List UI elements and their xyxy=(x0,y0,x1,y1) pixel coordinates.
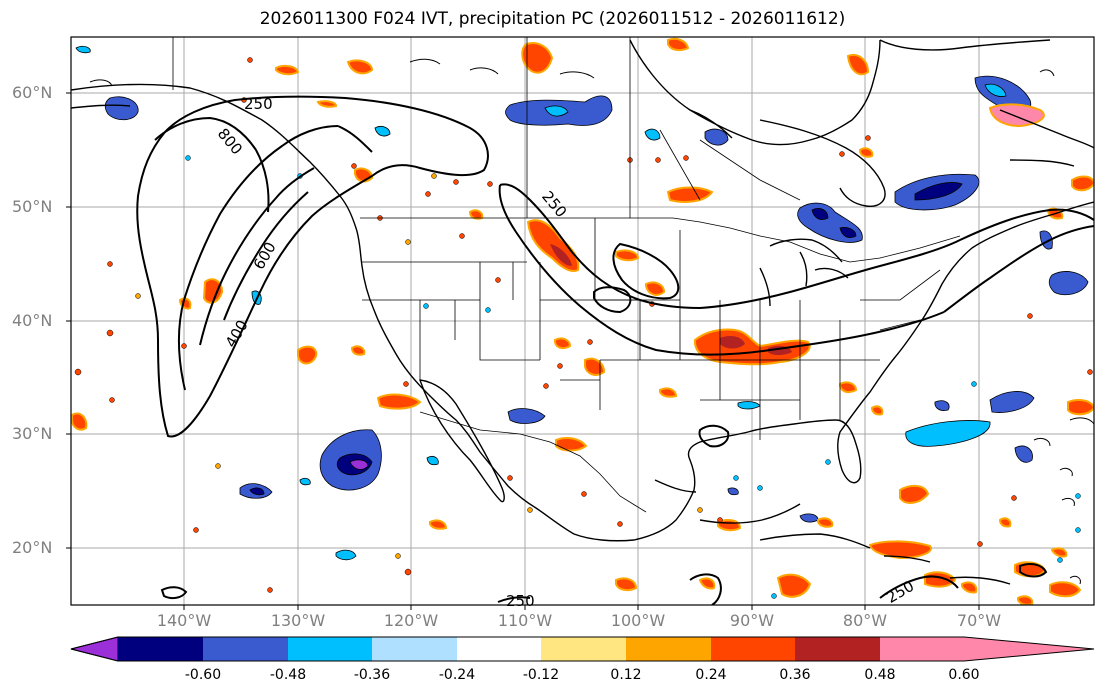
ivt-contours xyxy=(136,95,1094,605)
colorbar-tick-label: -0.48 xyxy=(269,667,307,683)
longitude-label: 70°W xyxy=(956,611,1002,630)
colorbar-tick-label: -0.12 xyxy=(522,667,560,683)
colorbar-tick-label: 0.12 xyxy=(610,667,642,683)
latitude-label: 20°N xyxy=(12,538,53,557)
colorbar-bin xyxy=(288,637,372,661)
colorbar-bin xyxy=(118,637,203,661)
longitude-label: 130°W xyxy=(270,611,326,630)
colorbar-bin xyxy=(880,637,964,661)
longitude-label: 110°W xyxy=(497,611,553,630)
longitude-label: 90°W xyxy=(729,611,775,630)
colorbar-high-extension xyxy=(964,637,1094,661)
island-outlines xyxy=(89,58,1094,585)
colorbar-bin xyxy=(457,637,541,661)
colorbar-tick-label: -0.36 xyxy=(353,667,391,683)
colorbar xyxy=(70,636,1095,662)
latitude-label: 50°N xyxy=(12,197,53,216)
colorbar-low-extension xyxy=(70,636,119,662)
map-title: 2026011300 F024 IVT, precipitation PC (2… xyxy=(259,9,846,29)
longitude-label: 120°W xyxy=(383,611,439,630)
colorbar-tick-label: 0.48 xyxy=(864,667,896,683)
political-borders xyxy=(172,37,961,513)
colorbar-tick-label: 0.24 xyxy=(695,667,727,683)
colorbar-tick-label: -0.24 xyxy=(438,667,476,683)
longitude-label: 140°W xyxy=(156,611,212,630)
latitude-label: 40°N xyxy=(12,311,53,330)
axis-ticks xyxy=(66,92,980,610)
colorbar-bin xyxy=(203,637,288,661)
colorbar-bin xyxy=(711,637,795,661)
longitude-label: 80°W xyxy=(842,611,888,630)
colorbar-bin xyxy=(372,637,457,661)
colorbar-tick-label: 0.60 xyxy=(948,667,980,683)
graticule xyxy=(71,37,1094,605)
colorbar-tick-label: -0.60 xyxy=(184,667,222,683)
contour-label: 250 xyxy=(506,592,535,610)
negative-precip-areas xyxy=(75,45,1089,561)
colorbar-tick-label: 0.36 xyxy=(779,667,811,683)
positive-precip-areas xyxy=(71,37,1094,605)
colorbar-bin xyxy=(541,637,626,661)
coastlines xyxy=(71,39,1094,585)
colorbar-bin xyxy=(626,637,711,661)
colorbar-bin xyxy=(795,637,880,661)
longitude-label: 100°W xyxy=(610,611,666,630)
latitude-label: 60°N xyxy=(12,83,53,102)
latitude-label: 30°N xyxy=(12,424,53,443)
contour-label: 250 xyxy=(244,95,273,113)
map-plot-area xyxy=(71,37,1094,605)
